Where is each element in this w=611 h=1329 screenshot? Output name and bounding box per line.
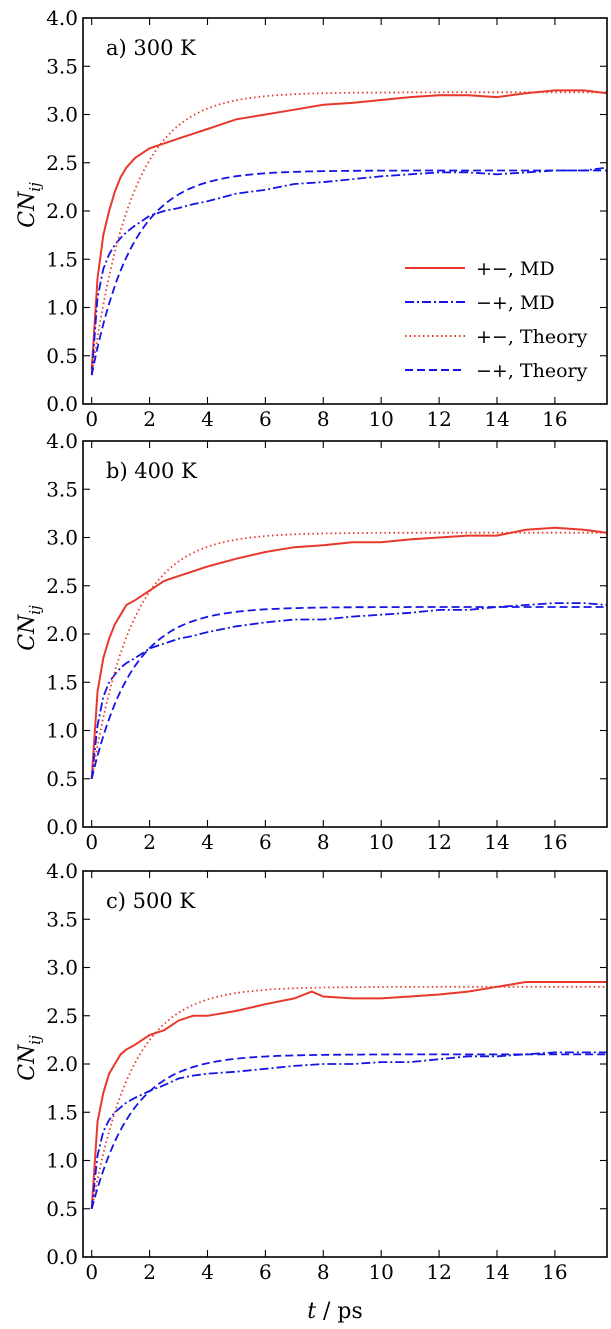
y-tick-label-a: 2.0	[46, 199, 78, 223]
y-tick-label-a: 0.5	[46, 344, 78, 368]
y-tick-label-a: 0.0	[46, 392, 78, 416]
x-tick-label-b: 14	[484, 830, 509, 854]
y-tick-label-b: 2.0	[46, 622, 78, 646]
x-tick-label-c: 14	[484, 1260, 509, 1284]
legend-label-1: +−, MD	[476, 258, 555, 280]
x-tick-label-b: 16	[542, 830, 567, 854]
y-tick-label-c: 1.5	[46, 1100, 78, 1124]
x-tick-label-a: 6	[259, 407, 272, 431]
x-tick-label-a: 14	[484, 407, 509, 431]
y-tick-label-a: 1.0	[46, 296, 78, 320]
series-line-c-1	[90, 981, 607, 1209]
y-tick-label-b: 1.5	[46, 670, 78, 694]
x-tick-label-a: 12	[426, 407, 451, 431]
x-tick-label-c: 10	[368, 1260, 393, 1284]
x-tick-label-b: 6	[259, 830, 272, 854]
y-tick-label-c: 0.0	[46, 1245, 78, 1269]
series-line-b-1	[90, 526, 607, 779]
x-tick-label-c: 16	[542, 1260, 567, 1284]
series-line-b-2	[90, 602, 607, 779]
y-tick-label-a: 2.5	[46, 151, 78, 175]
panel-b: 0 2 4 6 8 10 12 14 16 0.0 0.5 1.0 1.5 2.0 2.5 3.0 3.5 4.0…	[46, 429, 608, 854]
panel-a: 0 2 4 6 8 10 12 14 16 0.0 0.5 1.0 1.5 2.0 2.5 3.0 3.5 4.0…	[46, 6, 608, 431]
x-tick-label-c: 4	[201, 1260, 214, 1284]
y-tick-label-c: 4.0	[46, 859, 78, 883]
y-tick-label-c: 3.0	[46, 956, 78, 980]
panel-label-b: b) 400 K	[106, 459, 197, 483]
legend-label-4: −+, Theory	[476, 360, 588, 382]
y-tick-label-a: 1.5	[46, 247, 78, 271]
x-tick-label-c: 6	[259, 1260, 272, 1284]
series-line-c-4	[90, 1053, 607, 1210]
y-tick-label-b: 3.5	[46, 477, 78, 501]
x-tick-label-a: 4	[201, 407, 214, 431]
x-axis-label: t / ps	[307, 1299, 363, 1324]
y-tick-label-a: 3.0	[46, 103, 78, 127]
x-tick-label-c: 0	[85, 1260, 98, 1284]
series-line-c-3	[90, 985, 607, 1209]
x-tick-label-c: 8	[317, 1260, 330, 1284]
x-tick-label-b: 4	[201, 830, 214, 854]
series-line-a-1	[90, 89, 607, 371]
legend-label-2: −+, MD	[476, 292, 555, 314]
y-axis-label-c: CNij	[15, 1035, 44, 1081]
x-tick-label-c: 2	[143, 1260, 156, 1284]
plot-frame-b	[82, 440, 608, 828]
x-tick-label-a: 0	[85, 407, 98, 431]
x-tick-label-b: 8	[317, 830, 330, 854]
panel-label-a: a) 300 K	[106, 36, 196, 60]
panel-c: 0 2 4 6 8 10 12 14 16 0.0 0.5 1.0 1.5 2.0 2.5 3.0 3.5 4.0…	[46, 859, 608, 1284]
series-line-a-2	[90, 166, 607, 376]
panel-label-c: c) 500 K	[106, 889, 195, 913]
y-tick-label-c: 0.5	[46, 1197, 78, 1221]
series-line-a-4	[90, 169, 607, 376]
series-line-b-3	[90, 531, 607, 779]
x-tick-label-a: 10	[368, 407, 393, 431]
series-line-a-3	[90, 91, 607, 376]
legend-label-3: +−, Theory	[476, 326, 588, 348]
x-tick-label-a: 16	[542, 407, 567, 431]
y-tick-label-a: 3.5	[46, 54, 78, 78]
y-tick-label-b: 3.0	[46, 526, 78, 550]
y-tick-label-b: 2.5	[46, 574, 78, 598]
series-line-b-4	[90, 606, 607, 780]
y-tick-label-a: 4.0	[46, 6, 78, 30]
x-tick-label-b: 12	[426, 830, 451, 854]
x-tick-label-b: 2	[143, 830, 156, 854]
y-tick-label-b: 0.5	[46, 767, 78, 791]
series-line-c-2	[90, 1051, 607, 1209]
y-tick-label-c: 2.0	[46, 1052, 78, 1076]
y-tick-label-c: 3.5	[46, 907, 78, 931]
x-tick-label-a: 2	[143, 407, 156, 431]
y-axis-label-b: CNij	[15, 605, 44, 651]
x-tick-label-a: 8	[317, 407, 330, 431]
y-tick-label-b: 0.0	[46, 815, 78, 839]
x-tick-label-b: 0	[85, 830, 98, 854]
x-tick-label-c: 12	[426, 1260, 451, 1284]
legend: +−, MD −+, MD +−, Theory −+, Theory	[405, 258, 588, 382]
y-tick-label-c: 1.0	[46, 1149, 78, 1173]
y-axis-label-a: CNij	[15, 182, 44, 228]
y-tick-label-c: 2.5	[46, 1004, 78, 1028]
x-tick-label-b: 10	[368, 830, 393, 854]
y-tick-label-b: 1.0	[46, 719, 78, 743]
y-tick-label-b: 4.0	[46, 429, 78, 453]
